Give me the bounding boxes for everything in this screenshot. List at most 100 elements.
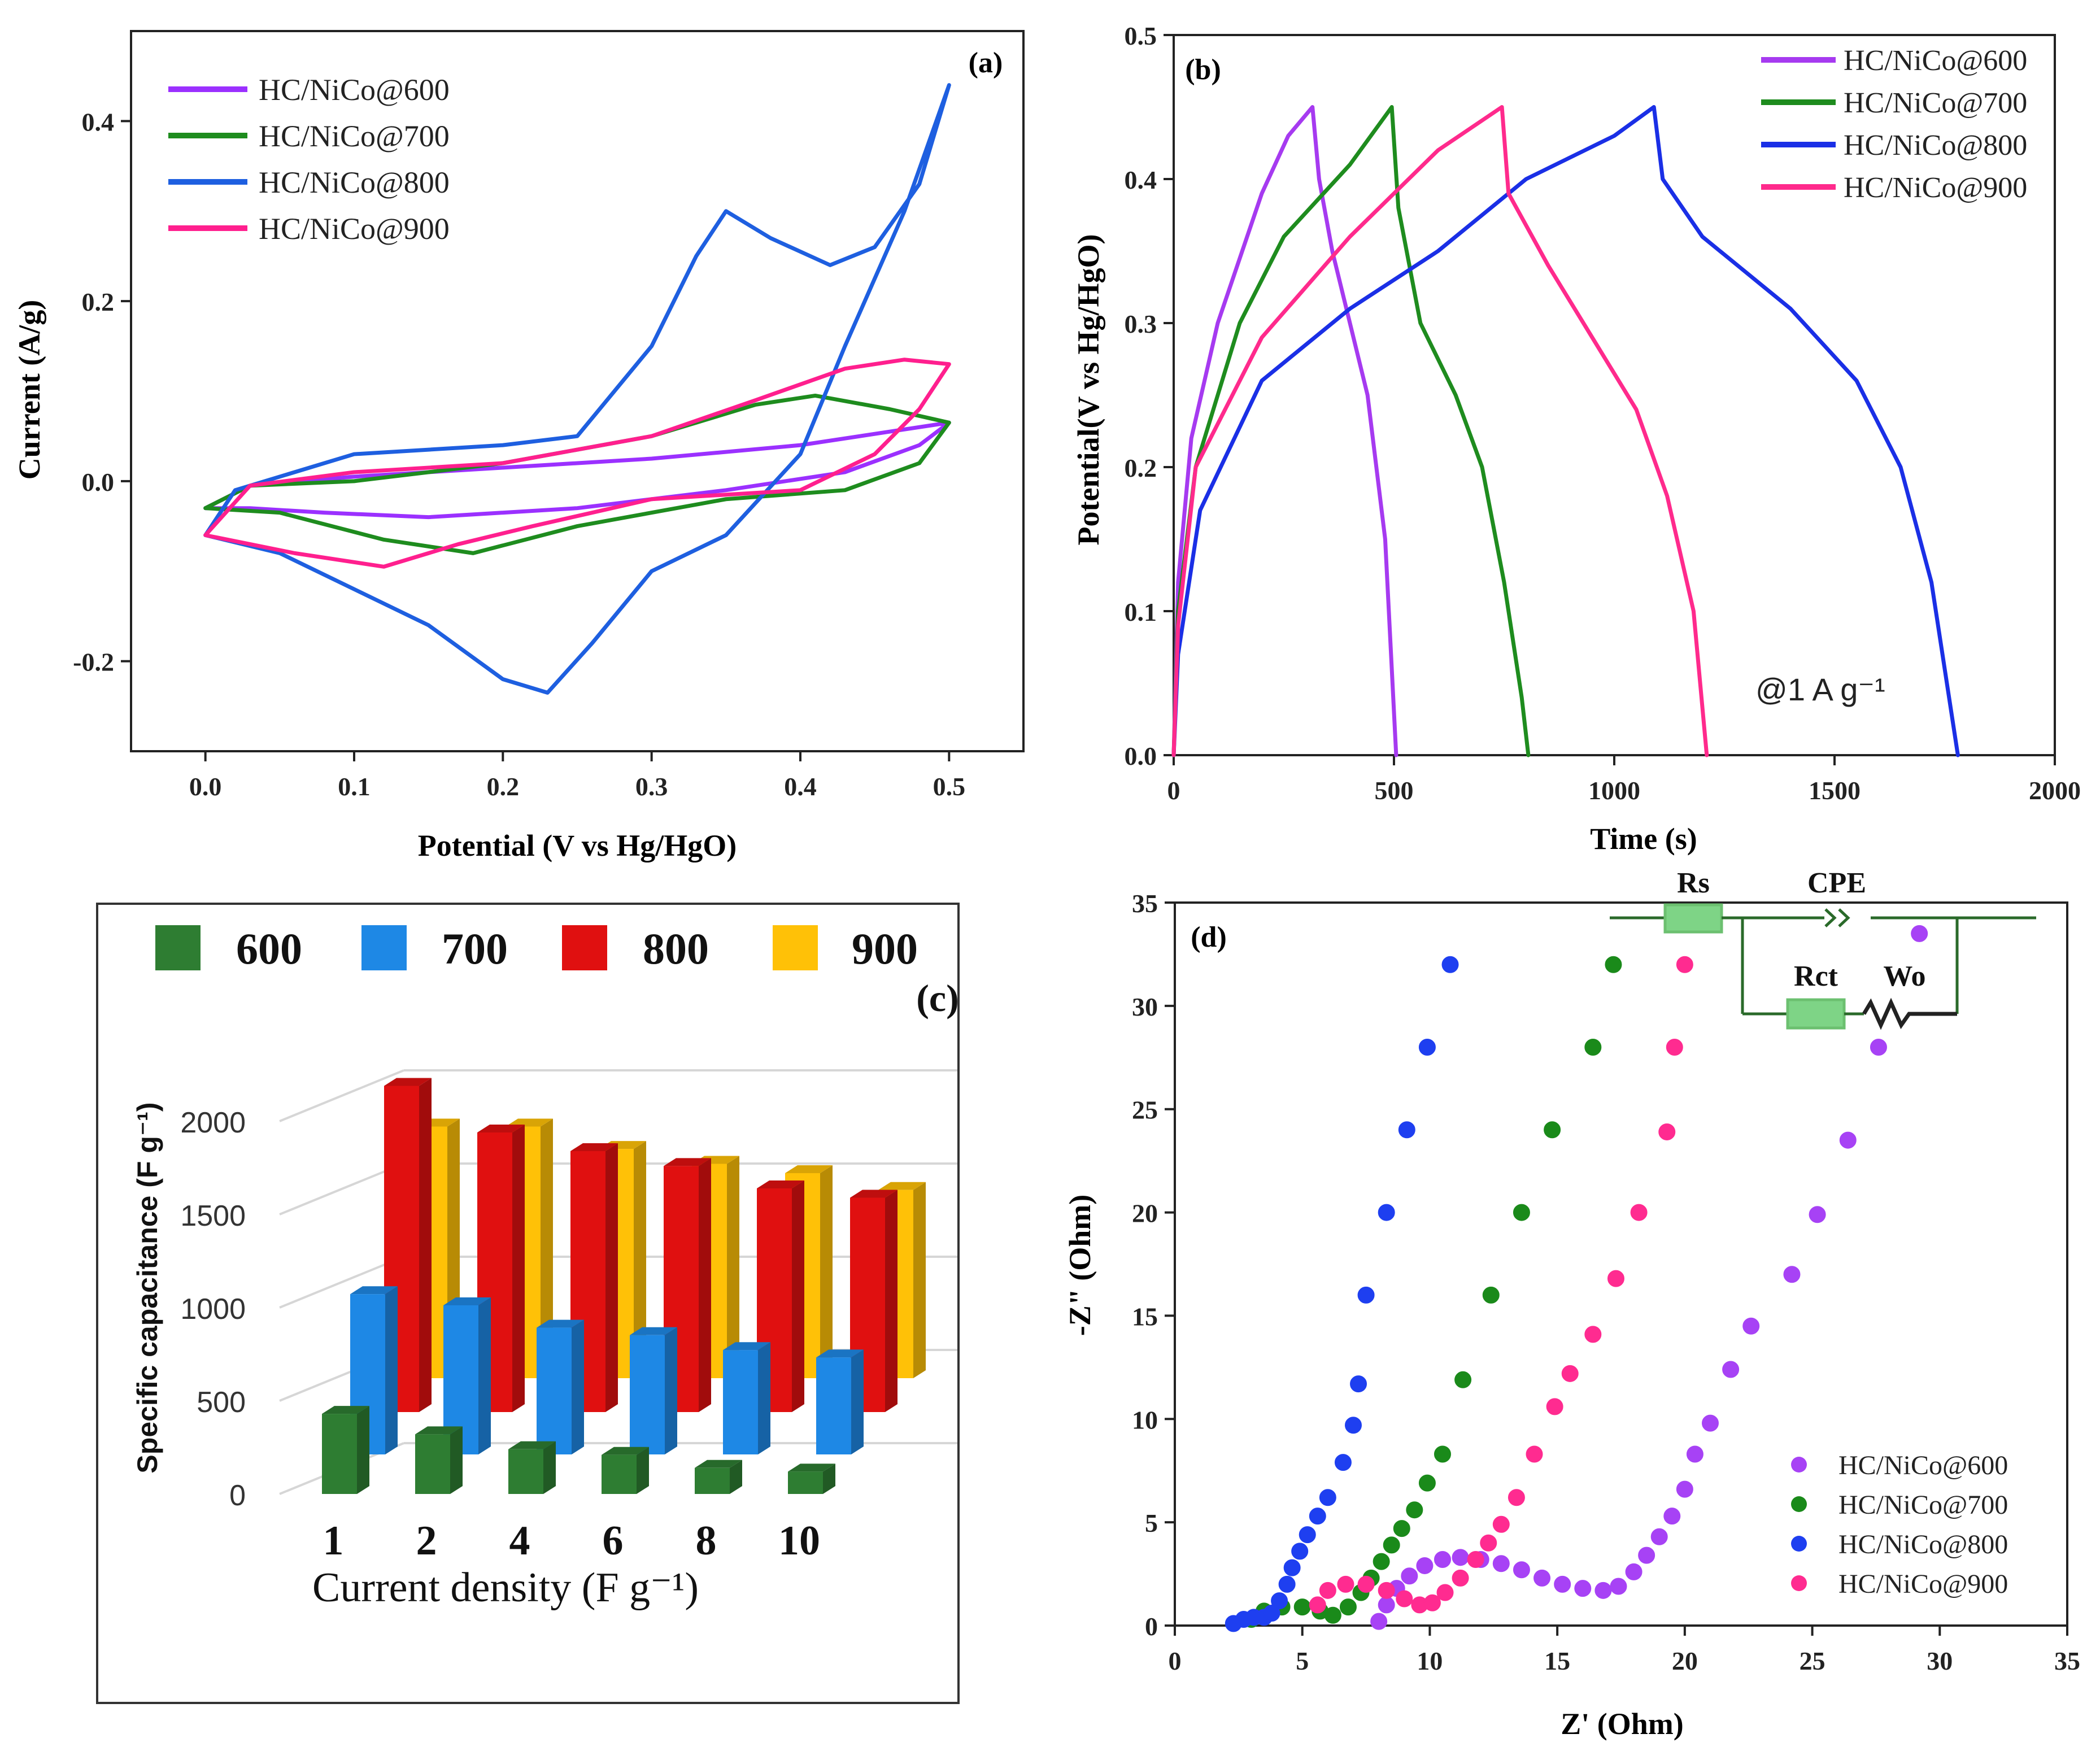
panel-b-ylabel: Potential(V vs Hg/HgO): [1071, 234, 1105, 546]
y-tick-label: 0.5: [1125, 21, 1157, 50]
data-point: [1574, 1580, 1592, 1597]
panel-a-xlabel: Potential (V vs Hg/HgO): [418, 829, 737, 862]
data-point: [1605, 956, 1622, 973]
bar-top: [816, 1349, 864, 1358]
legend-label-a-700: HC/NiCo@700: [259, 119, 450, 153]
data-point: [1454, 1371, 1472, 1388]
data-point: [1441, 956, 1459, 973]
data-point: [1396, 1590, 1413, 1607]
legend-label-a-800: HC/NiCo@800: [259, 165, 450, 199]
bar-side: [851, 1349, 864, 1454]
panel-a-series: [203, 83, 951, 695]
legend-label-b-600: HC/NiCo@600: [1844, 45, 2027, 77]
bar-side: [699, 1158, 711, 1412]
data-point: [1870, 1039, 1887, 1056]
data-point: [1554, 1575, 1571, 1593]
bar: [695, 1467, 730, 1494]
legend-label-b-800: HC/NiCo@800: [1844, 129, 2027, 162]
data-point: [1378, 1204, 1395, 1221]
x-tick-label: 0.4: [784, 772, 817, 801]
bar-top: [570, 1143, 618, 1151]
panel-a-frame: [130, 30, 1025, 752]
panel-d-series: [1225, 925, 1928, 1632]
circuit-cpe-element: [1824, 908, 1850, 927]
data-point: [1742, 1317, 1760, 1335]
data-point: [1686, 1445, 1703, 1463]
data-point: [1309, 1596, 1326, 1614]
data-point: [1546, 1398, 1563, 1415]
panel-a-legend: HC/NiCo@600 HC/NiCo@700 HC/NiCo@800 HC/N…: [168, 73, 450, 246]
data-point: [1650, 1528, 1668, 1545]
y-tick-label: 35: [1132, 889, 1158, 918]
data-point: [1638, 1546, 1655, 1564]
circuit-rct-resistor: [1786, 998, 1846, 1030]
data-point: [1533, 1569, 1551, 1587]
y-tick-label: 0.2: [1125, 454, 1157, 482]
panel-d-frame: [1174, 901, 2068, 1627]
bar-top: [695, 1460, 742, 1468]
data-point: [1492, 1515, 1510, 1533]
bar: [723, 1350, 758, 1454]
bar-top: [322, 1406, 369, 1414]
y-tick-label: 30: [1132, 992, 1158, 1021]
data-point: [1337, 1575, 1354, 1593]
data-point: [1584, 1039, 1602, 1056]
data-point: [1324, 1606, 1341, 1624]
panel-c-legend: 600 700 800 900: [155, 924, 918, 973]
gridline-diagonal: [279, 1256, 404, 1309]
bar-top: [788, 1463, 835, 1472]
data-point: [1658, 1123, 1676, 1140]
data-point: [1561, 1365, 1579, 1382]
panel-b-legend: HC/NiCo@600 HC/NiCo@700 HC/NiCo@800 HC/N…: [1761, 45, 2027, 204]
circuit-wo-label: Wo: [1883, 960, 1925, 992]
data-point: [1508, 1489, 1525, 1506]
bar: [816, 1357, 851, 1454]
y-tick-label: 0.0: [82, 468, 115, 496]
legend-label-c-700: 700: [442, 924, 508, 973]
data-point: [1607, 1270, 1624, 1287]
y-tick-label: 0.0: [1125, 742, 1157, 770]
data-point: [1610, 1578, 1627, 1595]
x-tick-label: 0: [1169, 1646, 1182, 1675]
legend-label-a-900: HC/NiCo@900: [259, 212, 450, 246]
data-point: [1319, 1582, 1336, 1599]
x-tick-label: 30: [1927, 1646, 1953, 1675]
data-point: [1482, 1286, 1500, 1304]
data-point: [1452, 1549, 1469, 1566]
data-point: [1513, 1561, 1530, 1579]
data-point: [1370, 1613, 1388, 1630]
data-point: [1911, 925, 1928, 942]
bar-top: [384, 1078, 432, 1086]
panel-b: 0 500 1000 1500 2000 0.0 0.1 0.2 0.3 0.4 0.5 (b) T…: [1071, 21, 2081, 856]
series-line: [203, 358, 951, 569]
bar-side: [637, 1447, 649, 1494]
panel-c-bars: [322, 1078, 926, 1494]
data-point: [1467, 1550, 1484, 1568]
x-tick-label: 500: [1375, 776, 1414, 805]
gridline-diagonal: [279, 1069, 404, 1122]
legend-label-d-700: HC/NiCo@700: [1838, 1490, 2008, 1520]
data-point: [1378, 1596, 1395, 1614]
legend-marker-d-800: [1791, 1536, 1807, 1552]
bar-side: [543, 1441, 556, 1494]
y-tick-label: 1500: [180, 1200, 246, 1232]
bar-side: [820, 1165, 833, 1378]
x-tick-label: 0.3: [635, 772, 668, 801]
bar-top: [537, 1319, 584, 1328]
bar: [322, 1414, 357, 1494]
bar-side: [730, 1460, 742, 1494]
panel-b-xlabel: Time (s): [1590, 822, 1697, 856]
legend-label-a-600: HC/NiCo@600: [259, 73, 450, 107]
panel-d-ylabel: -Z" (Ohm): [1063, 1195, 1097, 1336]
legend-marker-d-700: [1791, 1496, 1807, 1512]
y-tick-label: 20: [1132, 1199, 1158, 1228]
bar-side: [572, 1319, 584, 1454]
y-tick-label: 0.4: [1125, 165, 1157, 194]
data-point: [1418, 1474, 1436, 1492]
data-point: [1263, 1605, 1280, 1622]
panel-d-label: (d): [1191, 921, 1227, 953]
panel-b-ticks: 0 500 1000 1500 2000 0.0 0.1 0.2 0.3 0.4 0.5: [1125, 21, 2081, 805]
panel-d-xlabel: Z' (Ohm): [1561, 1707, 1684, 1741]
data-point: [1434, 1550, 1451, 1568]
data-point: [1513, 1204, 1530, 1221]
